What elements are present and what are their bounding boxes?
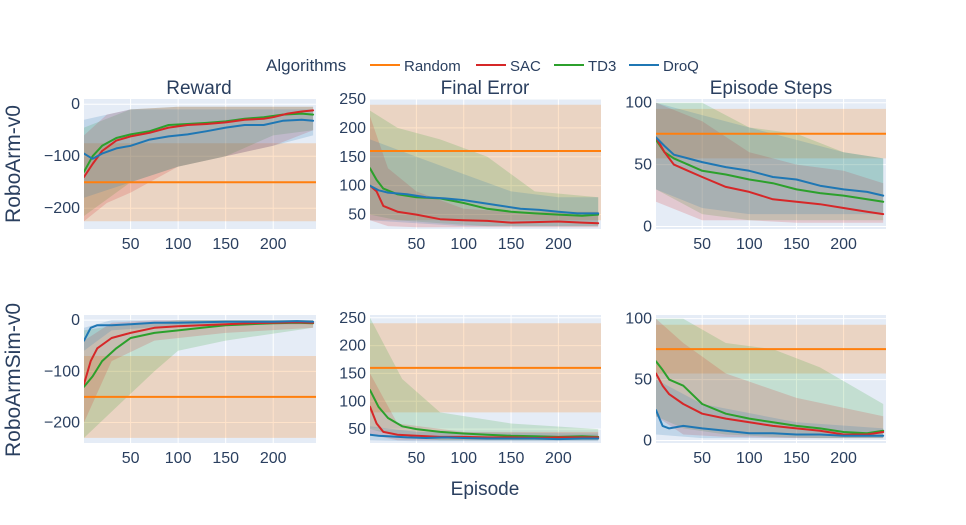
x-tick-label: 200 <box>830 450 857 467</box>
y-tick-label: 250 <box>339 91 366 108</box>
legend-label-td3: TD3 <box>588 58 616 75</box>
band-droq <box>370 139 599 227</box>
y-tick-label: 0 <box>71 312 80 329</box>
x-tick-label: 200 <box>260 450 287 467</box>
y-tick-label: −100 <box>44 363 80 380</box>
y-tick-label: 200 <box>339 120 366 137</box>
x-tick-label: 150 <box>212 450 239 467</box>
x-tick-label: 200 <box>830 236 857 253</box>
y-tick-label: 200 <box>339 338 366 355</box>
x-tick-label: 50 <box>407 450 425 467</box>
legend: Algorithms Random SAC TD3 DroQ <box>266 56 699 75</box>
panel-roboarm-episode-steps: 50 100 150 200 100 50 0 <box>625 95 886 253</box>
legend-label-sac: SAC <box>510 58 541 75</box>
y-tick-label: −100 <box>44 148 80 165</box>
x-tick-label: 150 <box>212 236 239 253</box>
y-tick-label: 0 <box>643 433 652 450</box>
band-sac <box>84 320 314 423</box>
band-td3 <box>370 317 599 441</box>
series-line-sac <box>370 184 600 225</box>
band-sac <box>84 106 314 222</box>
legend-label-random: Random <box>404 58 461 75</box>
x-tick-label: 50 <box>122 236 140 253</box>
column-title-episode-steps: Episode Steps <box>710 78 833 99</box>
y-tick-label: 150 <box>339 149 366 166</box>
column-title-reward: Reward <box>166 78 231 99</box>
band-droq <box>656 379 884 439</box>
legend-entry-sac[interactable]: SAC <box>476 58 541 75</box>
series-line-sac <box>370 405 600 439</box>
legend-label-droq: DroQ <box>663 58 699 75</box>
row-title-roboarmsim: RoboArmSim-v0 <box>2 303 25 457</box>
series-line-td3 <box>656 360 885 435</box>
x-tick-label: 150 <box>498 236 525 253</box>
band-random <box>370 104 601 221</box>
y-tick-label: 150 <box>339 365 366 382</box>
row-title-roboarm: RoboArm-v0 <box>2 105 25 223</box>
series-line-sac <box>656 136 885 216</box>
band-droq <box>84 109 314 198</box>
x-tick-label: 100 <box>736 450 763 467</box>
y-tick-label: 0 <box>71 96 80 113</box>
x-tick-label: 150 <box>783 236 810 253</box>
y-tick-label: −200 <box>44 200 80 217</box>
band-td3 <box>656 102 884 221</box>
x-tick-label: 50 <box>693 450 711 467</box>
plot-area <box>656 99 886 229</box>
legend-title: Algorithms <box>266 56 346 75</box>
y-tick-label: 250 <box>339 310 366 327</box>
series-line-sac <box>656 372 885 436</box>
legend-entry-random[interactable]: Random <box>370 58 461 75</box>
plot-area <box>84 99 316 229</box>
plot-area <box>84 315 316 443</box>
series-line-droq <box>370 184 600 215</box>
x-tick-label: 50 <box>122 450 140 467</box>
series-line-droq <box>656 409 885 437</box>
y-tick-label: 50 <box>348 207 366 224</box>
y-tick-label: −200 <box>44 415 80 432</box>
x-tick-label: 200 <box>545 450 572 467</box>
y-tick-label: 100 <box>625 95 652 112</box>
x-tick-label: 50 <box>407 236 425 253</box>
column-title-final-error: Final Error <box>441 78 530 99</box>
band-sac <box>370 116 599 228</box>
series-line-td3 <box>370 167 600 217</box>
series-line-sac <box>84 109 315 178</box>
y-tick-label: 0 <box>643 219 652 236</box>
series-line-droq <box>84 118 315 160</box>
legend-entry-droq[interactable]: DroQ <box>629 58 699 75</box>
panel-roboarmsim-reward: 50 100 150 200 0 −100 −200 <box>44 312 316 467</box>
y-tick-label: 50 <box>634 372 652 389</box>
panel-roboarmsim-episode-steps: 50 100 150 200 100 50 0 <box>625 311 886 467</box>
x-tick-label: 100 <box>165 236 192 253</box>
x-tick-label: 150 <box>498 450 525 467</box>
x-tick-label: 100 <box>165 450 192 467</box>
panel-roboarm-final-error: 50 100 150 200 250 200 150 100 50 <box>339 91 601 253</box>
plot-area <box>370 315 601 443</box>
y-tick-label: 100 <box>339 393 366 410</box>
y-tick-label: 100 <box>625 311 652 328</box>
y-tick-label: 50 <box>634 157 652 174</box>
series-line-td3 <box>656 138 885 203</box>
x-tick-label: 100 <box>450 450 477 467</box>
panel-roboarm-reward: 50 100 150 200 0 −100 −200 <box>44 96 316 253</box>
x-axis-label: Episode <box>451 479 520 500</box>
x-tick-label: 100 <box>450 236 477 253</box>
x-tick-label: 200 <box>545 236 572 253</box>
legend-entry-td3[interactable]: TD3 <box>554 58 616 75</box>
panel-roboarmsim-final-error: 50 100 150 200 250 200 150 100 50 <box>339 310 601 467</box>
series-line-droq <box>370 433 600 441</box>
band-droq <box>84 320 314 351</box>
x-tick-label: 50 <box>693 236 711 253</box>
series-line-droq <box>84 320 315 342</box>
band-td3 <box>84 320 314 438</box>
series-line-droq <box>656 136 885 197</box>
y-tick-label: 50 <box>348 421 366 438</box>
x-tick-label: 100 <box>736 236 763 253</box>
y-tick-label: 100 <box>339 178 366 195</box>
x-tick-label: 150 <box>783 450 810 467</box>
x-tick-label: 200 <box>260 236 287 253</box>
